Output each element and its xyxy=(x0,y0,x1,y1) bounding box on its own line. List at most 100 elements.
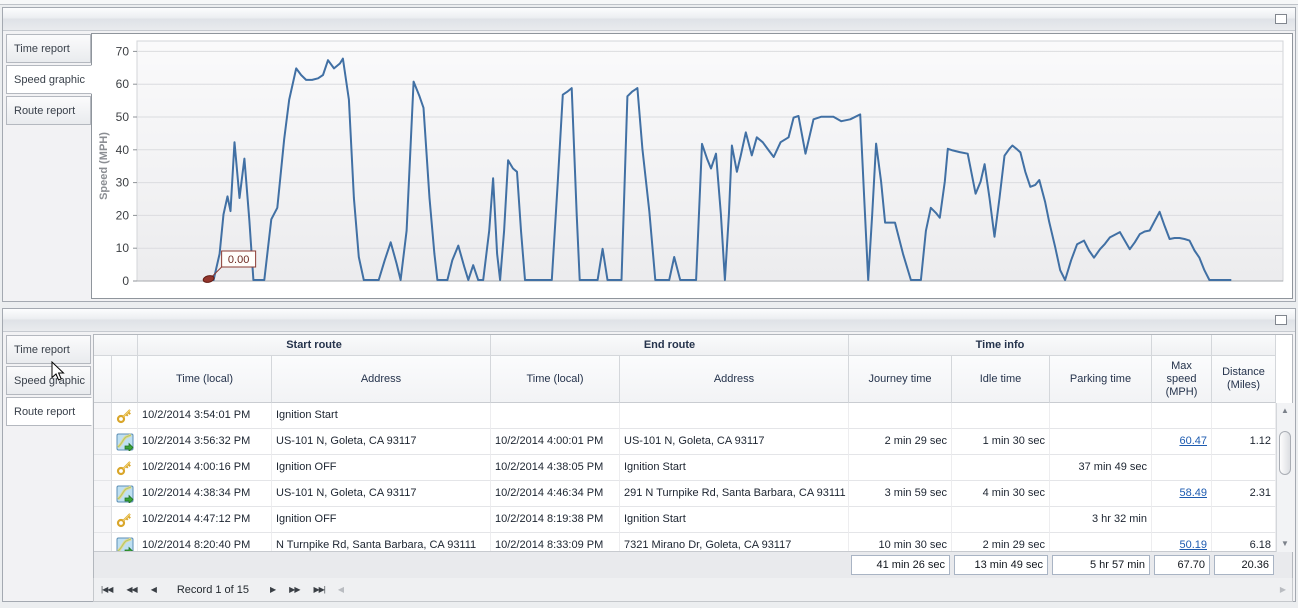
column-header-parking-time[interactable]: Parking time xyxy=(1050,356,1152,403)
cell-distance xyxy=(1212,507,1276,533)
summary-value: 20.36 xyxy=(1214,555,1274,575)
maximize-icon[interactable] xyxy=(1275,14,1287,24)
tooltip-value: 0.00 xyxy=(228,254,249,266)
cell-start-time: 10/2/2014 3:56:32 PM xyxy=(138,429,272,455)
hscroll-right-icon[interactable]: ▶ xyxy=(1279,585,1286,594)
hscroll-left-icon[interactable]: ◀ xyxy=(337,585,345,594)
summary-empty xyxy=(272,552,491,578)
summary-empty xyxy=(112,552,138,578)
cell-start-time: 10/2/2014 8:20:40 PM xyxy=(138,533,272,551)
tab-time-report[interactable]: Time report xyxy=(6,34,91,63)
summary-empty xyxy=(138,552,272,578)
vertical-scrollbar[interactable]: ▲ ▼ xyxy=(1276,403,1293,552)
scroll-up-icon[interactable]: ▲ xyxy=(1281,406,1289,415)
y-tick-label: 30 xyxy=(116,176,130,190)
cell-end-time: 10/2/2014 8:33:09 PM xyxy=(491,533,620,551)
y-tick-label: 20 xyxy=(116,208,130,222)
top-divider xyxy=(0,0,1298,5)
cell-max-speed: 58.49 xyxy=(1152,481,1212,507)
cell-idle-time: 1 min 30 sec xyxy=(952,429,1050,455)
column-header-time-local-[interactable]: Time (local) xyxy=(491,356,620,403)
column-header-empty xyxy=(94,356,112,403)
maximize-icon[interactable] xyxy=(1275,315,1287,325)
max-speed-link[interactable]: 58.49 xyxy=(1179,487,1207,499)
cell-end-address: 291 N Turnpike Rd, Santa Barbara, CA 931… xyxy=(620,481,849,507)
table-row[interactable]: 10/2/2014 3:54:01 PM Ignition Start xyxy=(94,403,1292,429)
key-icon xyxy=(116,409,131,424)
max-speed-link[interactable]: 50.19 xyxy=(1179,539,1207,551)
tab-speed-graphic[interactable]: Speed graphic xyxy=(6,65,92,94)
cell-idle-time: 4 min 30 sec xyxy=(952,481,1050,507)
next-record-button[interactable]: ▶ xyxy=(270,585,276,594)
route-map-icon xyxy=(116,485,133,503)
cell-start-time: 10/2/2014 3:54:01 PM xyxy=(138,403,272,429)
cell-distance: 2.31 xyxy=(1212,481,1276,507)
group-header-end-route[interactable]: End route xyxy=(491,335,849,356)
summary-value: 67.70 xyxy=(1154,555,1210,575)
top-tab-strip: Time report Speed graphic Route report xyxy=(5,33,92,299)
cell-distance xyxy=(1212,403,1276,429)
prev-page-button[interactable]: ◀◀ xyxy=(126,585,137,594)
column-header-time-local-[interactable]: Time (local) xyxy=(138,356,272,403)
data-point-marker[interactable] xyxy=(202,275,215,284)
cell-journey-time xyxy=(849,403,952,429)
route-report-panel: Time report Speed graphic Route report Sta… xyxy=(2,308,1296,602)
cell-end-address: US-101 N, Goleta, CA 93117 xyxy=(620,429,849,455)
summary-max-speed: 67.70 xyxy=(1152,552,1212,578)
cell-start-address: Ignition OFF xyxy=(272,507,491,533)
max-speed-link[interactable]: 60.47 xyxy=(1179,435,1207,447)
group-header-time-info[interactable]: Time info xyxy=(849,335,1152,356)
grid-column-header-row: Time (local) Address Time (local) Address Jo… xyxy=(94,356,1292,403)
table-row[interactable]: 10/2/2014 4:38:34 PM US-101 N, Goleta, CA… xyxy=(94,481,1292,507)
tab-route-report[interactable]: Route report xyxy=(6,397,92,426)
next-page-button[interactable]: ▶▶ xyxy=(289,585,300,594)
speed-line-chart: 0 10 20 30 40 50 60 70 Speed (MPH) 0.00 xyxy=(98,40,1284,288)
ignition-key-cell xyxy=(112,507,138,533)
table-row[interactable]: 10/2/2014 8:20:40 PM N Turnpike Rd, Santa… xyxy=(94,533,1292,551)
speed-graphic-panel: Time report Speed graphic Route report 0 10… xyxy=(2,7,1296,302)
cell-end-address: 7321 Mirano Dr, Goleta, CA 93117 xyxy=(620,533,849,551)
group-header-start-route[interactable]: Start route xyxy=(138,335,491,356)
cell-journey-time xyxy=(849,507,952,533)
column-header-address[interactable]: Address xyxy=(620,356,849,403)
key-icon xyxy=(116,461,131,476)
column-header-address[interactable]: Address xyxy=(272,356,491,403)
cell-distance xyxy=(1212,455,1276,481)
scrollbar-thumb[interactable] xyxy=(1279,431,1291,475)
table-row[interactable]: 10/2/2014 4:00:16 PM Ignition OFF 10/2/201… xyxy=(94,455,1292,481)
cell-start-time: 10/2/2014 4:00:16 PM xyxy=(138,455,272,481)
cell-idle-time: 2 min 29 sec xyxy=(952,533,1050,551)
tab-time-report[interactable]: Time report xyxy=(6,335,91,364)
route-cell xyxy=(112,533,138,551)
column-header-idle-time[interactable]: Idle time xyxy=(952,356,1050,403)
table-row[interactable]: 10/2/2014 3:56:32 PM US-101 N, Goleta, CA… xyxy=(94,429,1292,455)
y-tick-label: 10 xyxy=(116,241,130,255)
y-tick-label: 0 xyxy=(122,274,129,288)
last-record-button[interactable]: ▶▶| xyxy=(313,585,325,594)
cell-journey-time: 10 min 30 sec xyxy=(849,533,952,551)
prev-record-button[interactable]: ◀ xyxy=(150,585,157,594)
summary-empty xyxy=(491,552,620,578)
column-header-distance-miles-[interactable]: Distance (Miles) xyxy=(1212,356,1276,403)
first-record-button[interactable]: |◀◀ xyxy=(101,585,113,594)
tab-route-report[interactable]: Route report xyxy=(6,96,91,125)
cell-journey-time: 3 min 59 sec xyxy=(849,481,952,507)
y-tick-label: 50 xyxy=(116,110,130,124)
cell-journey-time xyxy=(849,455,952,481)
tab-speed-graphic[interactable]: Speed graphic xyxy=(6,366,91,395)
row-indicator xyxy=(94,507,112,533)
summary-idle-time: 13 min 49 sec xyxy=(952,552,1050,578)
grid-frame: Start route End route Time info Time (loca… xyxy=(93,334,1293,578)
y-tick-label: 40 xyxy=(116,143,130,157)
table-row[interactable]: 10/2/2014 4:47:12 PM Ignition OFF 10/2/201… xyxy=(94,507,1292,533)
summary-journey-time: 41 min 26 sec xyxy=(849,552,952,578)
cell-start-address: Ignition Start xyxy=(272,403,491,429)
cell-end-address xyxy=(620,403,849,429)
value-tooltip xyxy=(221,250,257,268)
cell-max-speed: 50.19 xyxy=(1152,533,1212,551)
column-header-max-speed-mph-[interactable]: Max speed (MPH) xyxy=(1152,356,1212,403)
speed-chart[interactable]: 0 10 20 30 40 50 60 70 Speed (MPH) 0.00 xyxy=(91,33,1293,299)
column-header-journey-time[interactable]: Journey time xyxy=(849,356,952,403)
scroll-down-icon[interactable]: ▼ xyxy=(1281,539,1289,548)
cell-max-speed xyxy=(1152,403,1212,429)
